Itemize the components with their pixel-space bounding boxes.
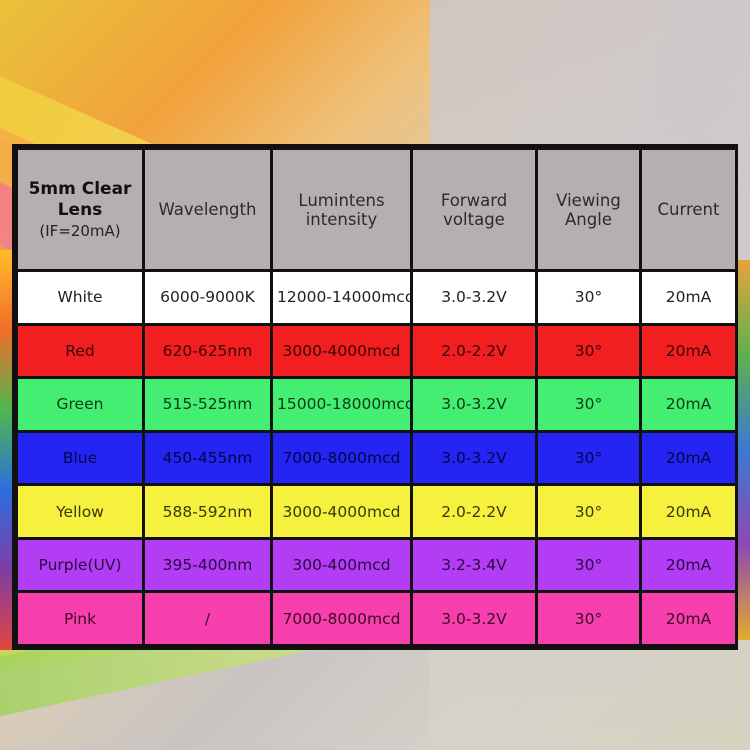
cell-wavelength: 620-625nm xyxy=(142,322,273,380)
lens-title: 5mm Clear Lens xyxy=(28,178,132,220)
cell-wavelength: 588-592nm xyxy=(142,483,273,540)
cell-wavelength: / xyxy=(142,590,273,647)
header-angle: Viewing Angle xyxy=(535,147,642,272)
cell-angle: 30° xyxy=(535,376,642,433)
table-row: Green 515-525nm 15000-18000mcd 3.0-3.2V … xyxy=(15,376,738,433)
led-spec-table: 5mm Clear Lens (IF=20mA) Wavelength Lumi… xyxy=(12,144,738,650)
header-voltage: Forward voltage xyxy=(410,147,538,272)
cell-color: Purple(UV) xyxy=(15,536,145,594)
table-row: Pink / 7000-8000mcd 3.0-3.2V 30° 20mA xyxy=(15,590,738,647)
cell-angle: 30° xyxy=(535,590,642,647)
cell-color: White xyxy=(15,269,145,326)
cell-color: Blue xyxy=(15,429,145,487)
cell-current: 20mA xyxy=(639,269,738,326)
spec-table: 5mm Clear Lens (IF=20mA) Wavelength Lumi… xyxy=(15,147,738,647)
cell-voltage: 3.0-3.2V xyxy=(410,376,538,433)
cell-color: Yellow xyxy=(15,483,145,540)
cell-wavelength: 450-455nm xyxy=(142,429,273,487)
cell-intensity: 7000-8000mcd xyxy=(270,590,413,647)
cell-voltage: 2.0-2.2V xyxy=(410,322,538,380)
cell-voltage: 2.0-2.2V xyxy=(410,483,538,540)
cell-intensity: 3000-4000mcd xyxy=(270,483,413,540)
table-row: Blue 450-455nm 7000-8000mcd 3.0-3.2V 30°… xyxy=(15,429,738,487)
cell-intensity: 3000-4000mcd xyxy=(270,322,413,380)
cell-color: Red xyxy=(15,322,145,380)
lens-subtitle: (IF=20mA) xyxy=(39,221,121,240)
cell-current: 20mA xyxy=(639,322,738,380)
cell-voltage: 3.0-3.2V xyxy=(410,590,538,647)
cell-current: 20mA xyxy=(639,429,738,487)
cell-intensity: 12000-14000mcd xyxy=(270,269,413,326)
cell-intensity: 7000-8000mcd xyxy=(270,429,413,487)
cell-color: Pink xyxy=(15,590,145,647)
table-row: White 6000-9000K 12000-14000mcd 3.0-3.2V… xyxy=(15,269,738,326)
cell-angle: 30° xyxy=(535,483,642,540)
cell-current: 20mA xyxy=(639,536,738,594)
cell-current: 20mA xyxy=(639,483,738,540)
cell-angle: 30° xyxy=(535,322,642,380)
header-intensity: Lumintens intensity xyxy=(270,147,413,272)
cell-wavelength: 515-525nm xyxy=(142,376,273,433)
cell-angle: 30° xyxy=(535,429,642,487)
cell-angle: 30° xyxy=(535,536,642,594)
table-row: Yellow 588-592nm 3000-4000mcd 2.0-2.2V 3… xyxy=(15,483,738,540)
cell-angle: 30° xyxy=(535,269,642,326)
header-row: 5mm Clear Lens (IF=20mA) Wavelength Lumi… xyxy=(15,147,738,272)
header-wavelength: Wavelength xyxy=(142,147,273,272)
table-row: Red 620-625nm 3000-4000mcd 2.0-2.2V 30° … xyxy=(15,322,738,380)
cell-voltage: 3.2-3.4V xyxy=(410,536,538,594)
cell-voltage: 3.0-3.2V xyxy=(410,429,538,487)
cell-intensity: 300-400mcd xyxy=(270,536,413,594)
cell-voltage: 3.0-3.2V xyxy=(410,269,538,326)
table-row: Purple(UV) 395-400nm 300-400mcd 3.2-3.4V… xyxy=(15,536,738,594)
header-lens: 5mm Clear Lens (IF=20mA) xyxy=(15,147,145,272)
cell-intensity: 15000-18000mcd xyxy=(270,376,413,433)
cell-wavelength: 6000-9000K xyxy=(142,269,273,326)
cell-color: Green xyxy=(15,376,145,433)
header-current: Current xyxy=(639,147,738,272)
cell-wavelength: 395-400nm xyxy=(142,536,273,594)
cell-current: 20mA xyxy=(639,376,738,433)
cell-current: 20mA xyxy=(639,590,738,647)
